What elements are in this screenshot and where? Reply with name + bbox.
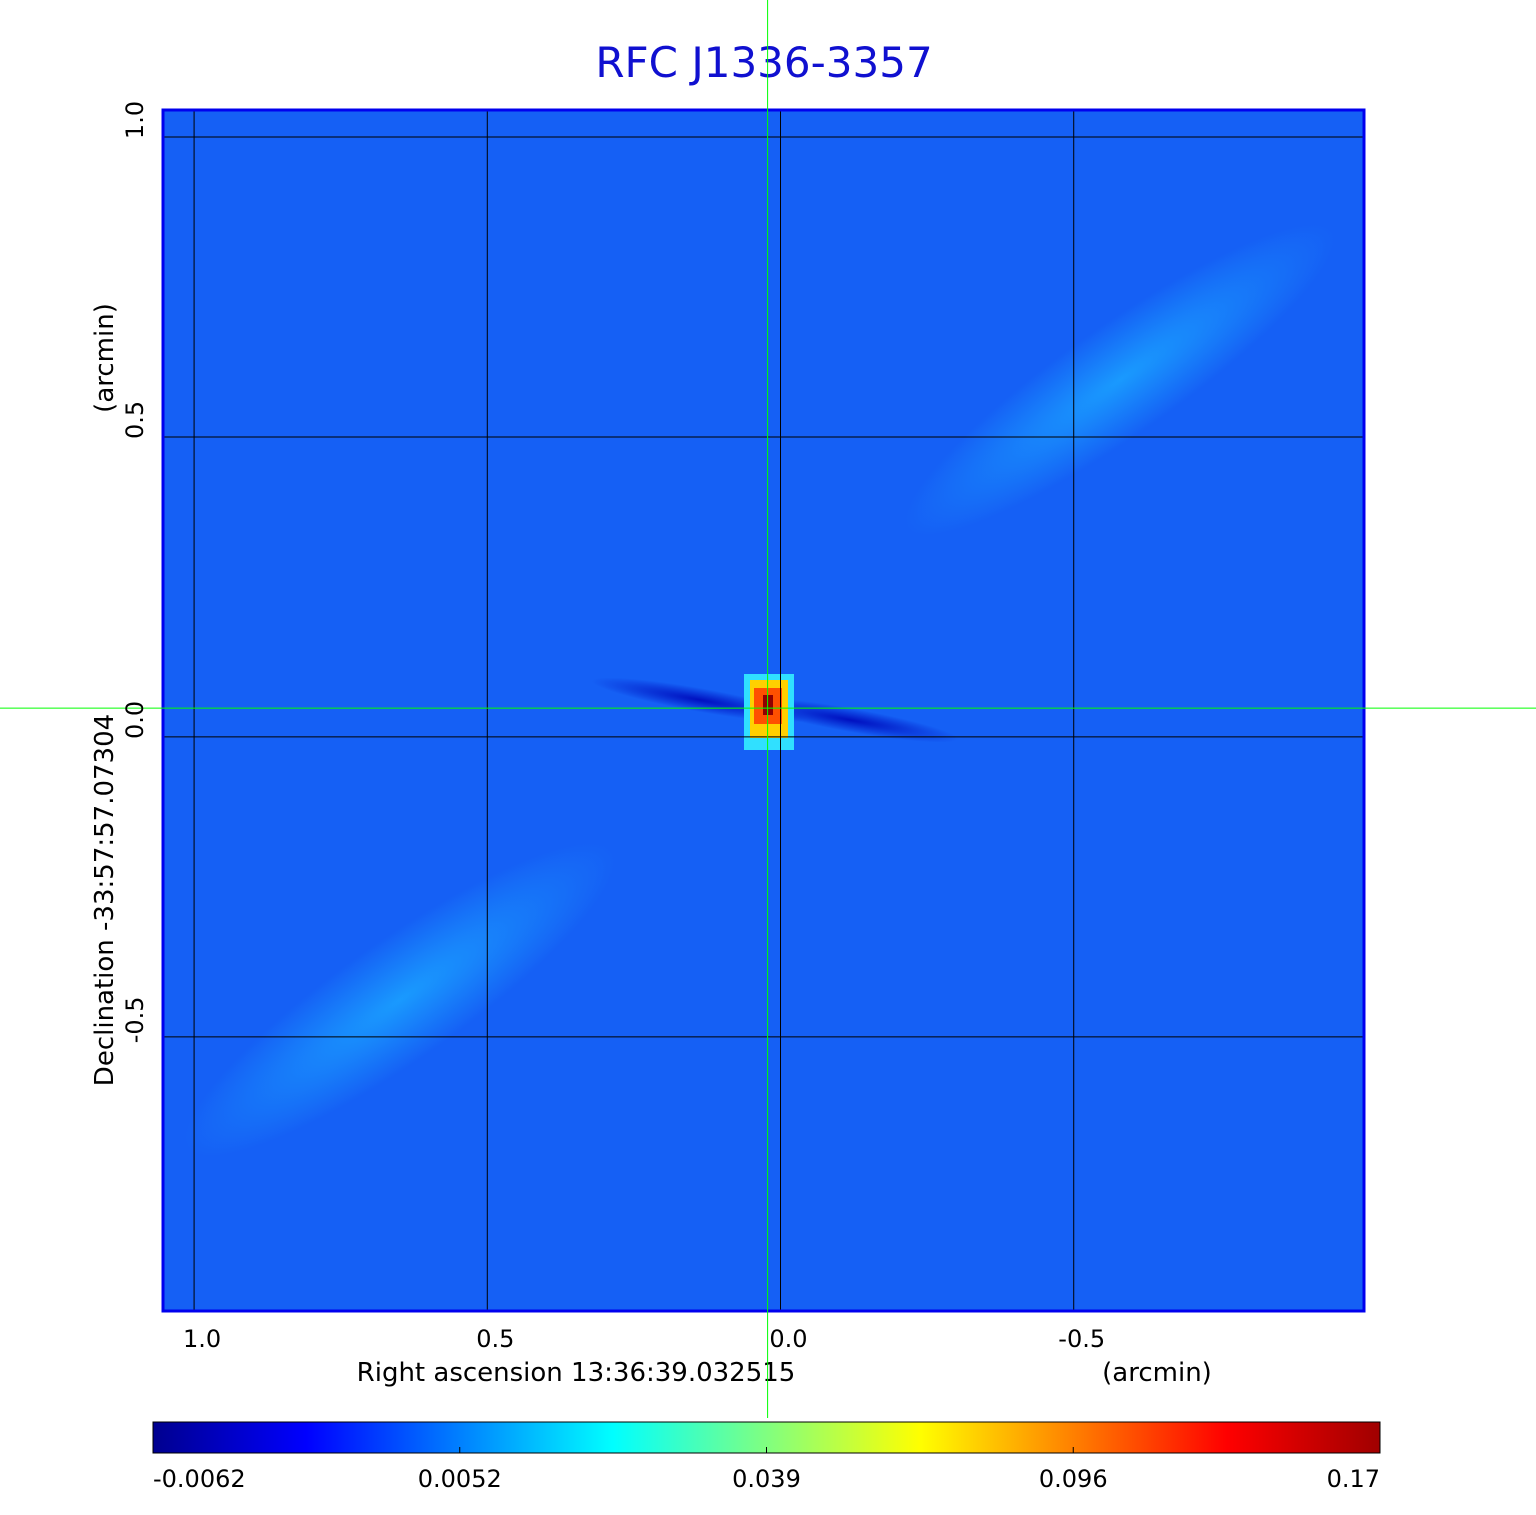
y-tick-label: 0.0: [121, 701, 149, 739]
y-axis-label: Declination -33:57:57.07304: [90, 714, 120, 1086]
grid: [163, 110, 1364, 1311]
x-tick-label: -0.5: [1058, 1325, 1105, 1353]
x-tick-label: 0.0: [769, 1325, 807, 1353]
sidelobe: [904, 224, 1336, 536]
y-tick-label: -0.5: [121, 996, 149, 1043]
negative-lobe: [741, 697, 959, 743]
chart-title: RFC J1336-3357: [595, 38, 932, 87]
colorbar: -0.0062 0.0052 0.039 0.096 0.17: [152, 1421, 1381, 1493]
x-tick-label: 1.0: [183, 1325, 221, 1353]
x-axis-unit: (arcmin): [1102, 1358, 1212, 1388]
crosshair: [0, 0, 1536, 1418]
colorbar-tick-label: 0.039: [732, 1465, 801, 1493]
colorbar-tick-label: 0.17: [1327, 1465, 1380, 1493]
plot-frame: [161, 108, 1366, 1313]
x-axis-label: Right ascension 13:36:39.032515: [357, 1358, 796, 1388]
image: [163, 110, 1364, 1311]
colorbar-tick-label: -0.0062: [153, 1465, 246, 1493]
x-tick-label: 0.5: [476, 1325, 514, 1353]
sidelobe: [184, 842, 616, 1158]
colorbar-tick-label: 0.096: [1039, 1465, 1108, 1493]
y-tick-label: 0.5: [121, 401, 149, 439]
y-axis-unit: (arcmin): [90, 303, 120, 413]
colorbar-tick-label: 0.0052: [418, 1465, 502, 1493]
y-tick-label: 1.0: [121, 101, 149, 139]
